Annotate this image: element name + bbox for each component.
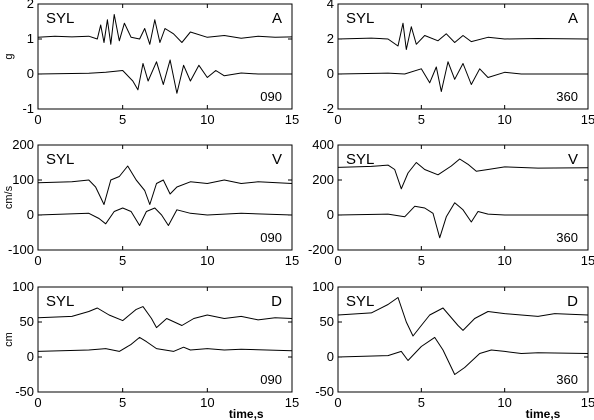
panel-6-trace-2 <box>337 336 589 375</box>
panel-4-trace-2 <box>337 202 588 239</box>
panel-6-ytick-label: 0 <box>327 349 334 364</box>
panel-4-quantity-label: V <box>568 151 578 168</box>
panel-3-ylabel: cm/s <box>3 185 15 209</box>
panel-5-xlabel: time,s <box>229 407 264 420</box>
panel-6-component-label: 360 <box>556 372 578 387</box>
panel-4-xtick-label: 15 <box>581 253 594 268</box>
panel-3-station-label: SYL <box>46 151 74 168</box>
panel-3-frame <box>37 144 293 251</box>
panel-1-xtick-label: 5 <box>119 112 126 127</box>
panel-1-component-label: 090 <box>260 89 282 104</box>
panel-5-trace-2 <box>37 336 293 352</box>
panel-1-ytick-label: 2 <box>27 0 34 11</box>
panel-3-ytick-label: 0 <box>27 207 34 222</box>
panel-3-xtick-label: 15 <box>285 253 299 268</box>
panel-5-trace-1 <box>37 306 293 329</box>
panel-5-station-label: SYL <box>46 293 74 310</box>
panel-2-frame <box>337 3 589 110</box>
panel-4-station-label: SYL <box>346 151 374 168</box>
panel-4-trace-1 <box>337 158 589 190</box>
panel-2-station-label: SYL <box>346 10 374 27</box>
panel-1-ytick-label: -1 <box>22 101 34 116</box>
panel-6-xtick-label: 10 <box>497 395 511 410</box>
panel-3-ytick-label: 200 <box>12 137 34 152</box>
panel-4-component-label: 360 <box>556 230 578 245</box>
panel-3-trace-2 <box>37 207 293 226</box>
panel-5-ytick-label: 0 <box>27 349 34 364</box>
panel-1-xtick-label: 10 <box>200 112 214 127</box>
panel-3-trace-1 <box>37 165 293 205</box>
panel-6-quantity-label: D <box>567 293 578 310</box>
panel-1-trace-1 <box>37 14 293 45</box>
panel-6-xtick-label: 5 <box>418 395 425 410</box>
panel-1-trace-2 <box>37 59 292 94</box>
panel-4-xtick-label: 5 <box>418 253 425 268</box>
panel-1-quantity-label: A <box>272 10 282 27</box>
panel-1-ylabel: g <box>3 53 15 59</box>
panel-6-xtick-label: 15 <box>581 395 594 410</box>
panel-2-ytick-label: -2 <box>322 101 334 116</box>
panel-2-ytick-label: 2 <box>327 31 334 46</box>
panel-2-xtick-label: 0 <box>334 112 341 127</box>
panel-6-xtick-label: 0 <box>334 395 341 410</box>
panel-1-ytick-label: 0 <box>27 66 34 81</box>
panel-3-component-label: 090 <box>260 230 282 245</box>
panel-5-component-label: 090 <box>260 372 282 387</box>
panel-2-xtick-label: 10 <box>497 112 511 127</box>
panel-2-trace-2 <box>337 61 588 92</box>
panel-3-quantity-label: V <box>272 151 282 168</box>
panel-3-xtick-label: 0 <box>34 253 41 268</box>
panel-4-ytick-label: 0 <box>327 207 334 222</box>
panel-5-quantity-label: D <box>271 293 282 310</box>
panel-5-ytick-label: -50 <box>15 384 34 399</box>
panel-2-ytick-label: 0 <box>327 66 334 81</box>
panel-2-quantity-label: A <box>568 10 578 27</box>
panel-5-xtick-label: 0 <box>34 395 41 410</box>
panel-2-xtick-label: 5 <box>418 112 425 127</box>
panel-6-ytick-label: -50 <box>315 384 334 399</box>
panel-1-xtick-label: 15 <box>285 112 299 127</box>
panel-5-ytick-label: 100 <box>12 279 34 294</box>
panel-4-ytick-label: 400 <box>312 137 334 152</box>
panel-2-ytick-label: 4 <box>327 0 334 11</box>
panel-4-xtick-label: 10 <box>497 253 511 268</box>
panel-5-ytick-label: 50 <box>20 314 34 329</box>
panel-5-frame <box>37 286 293 393</box>
panel-1-xtick-label: 0 <box>34 112 41 127</box>
panel-4-ytick-label: -200 <box>308 242 334 257</box>
panel-1-frame <box>37 3 293 110</box>
panel-3-xtick-label: 5 <box>119 253 126 268</box>
panel-3-ytick-label: -100 <box>8 242 34 257</box>
panel-6-ytick-label: 50 <box>320 314 334 329</box>
panel-2-component-label: 360 <box>556 89 578 104</box>
panel-3-ytick-label: 100 <box>12 172 34 187</box>
panel-4-frame <box>337 144 589 251</box>
panel-1-ytick-label: 1 <box>27 31 34 46</box>
panel-3-xtick-label: 10 <box>200 253 214 268</box>
panel-6-xlabel: time,s <box>526 407 561 420</box>
panel-5-ylabel: cm <box>3 332 15 347</box>
panel-5-xtick-label: 15 <box>285 395 299 410</box>
panel-1-station-label: SYL <box>46 10 74 27</box>
panel-6-ytick-label: 100 <box>312 279 334 294</box>
panel-2-trace-1 <box>337 22 589 50</box>
panel-6-frame <box>337 286 589 393</box>
panel-5-xtick-label: 10 <box>200 395 214 410</box>
panel-2-xtick-label: 15 <box>581 112 594 127</box>
panel-6-trace-1 <box>337 297 589 337</box>
panel-4-xtick-label: 0 <box>334 253 341 268</box>
panel-5-xtick-label: 5 <box>119 395 126 410</box>
panel-6-station-label: SYL <box>346 293 374 310</box>
panel-4-ytick-label: 200 <box>312 172 334 187</box>
